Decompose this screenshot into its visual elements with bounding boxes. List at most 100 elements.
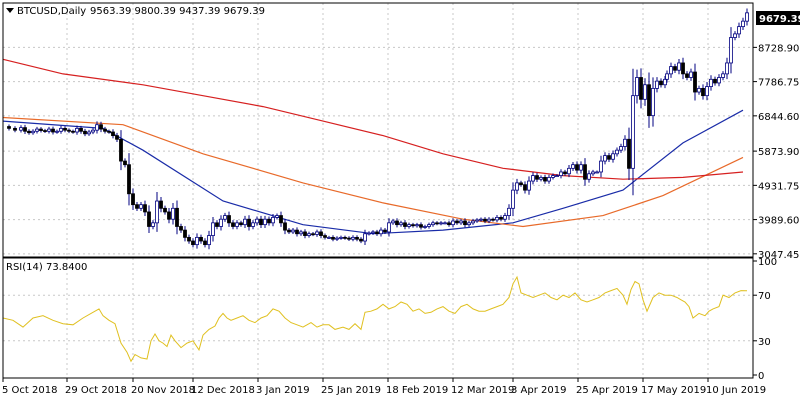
candle-bear bbox=[43, 130, 47, 132]
candle-bull bbox=[475, 219, 479, 222]
rsi-indicator bbox=[2, 275, 748, 363]
candle-bull bbox=[211, 222, 215, 236]
candle-bear bbox=[701, 87, 705, 97]
time-tick-label: 25 Apr 2019 bbox=[576, 385, 638, 396]
candle-bull bbox=[367, 232, 371, 235]
rsi-tick-label: 0 bbox=[758, 371, 764, 382]
candle-bull bbox=[697, 87, 701, 93]
candle-bull bbox=[351, 236, 355, 240]
candle-bull bbox=[567, 167, 571, 175]
candle-bear bbox=[111, 131, 115, 137]
candle-bull bbox=[19, 127, 23, 131]
candle-bull bbox=[91, 129, 95, 133]
candle-bull bbox=[733, 33, 737, 38]
price-tick-label: 7786.75 bbox=[758, 78, 799, 89]
candle-bull bbox=[631, 95, 635, 169]
candle-bear bbox=[179, 226, 183, 231]
candle-bull bbox=[651, 87, 655, 117]
candle-bull bbox=[387, 222, 391, 233]
candle-bull bbox=[291, 229, 295, 233]
candle-bull bbox=[729, 37, 733, 64]
candle-bear bbox=[359, 238, 363, 242]
candle-bull bbox=[471, 220, 475, 224]
candle-bear bbox=[295, 229, 299, 235]
candle-bear bbox=[107, 130, 111, 133]
candle-bull bbox=[223, 215, 227, 220]
candle-bull bbox=[443, 222, 447, 225]
rsi-tick-label: 70 bbox=[758, 291, 771, 302]
candle-bear bbox=[215, 222, 219, 227]
candle-bear bbox=[7, 126, 11, 129]
candle-bull bbox=[717, 77, 721, 84]
candle-bull bbox=[555, 175, 559, 178]
candle-bear bbox=[175, 207, 179, 227]
candle-bull bbox=[339, 236, 343, 239]
candle-bull bbox=[503, 215, 507, 220]
candle-bull bbox=[299, 231, 303, 235]
candle-bull bbox=[741, 20, 745, 28]
candle-bull bbox=[603, 155, 607, 162]
candle-bear bbox=[647, 84, 651, 117]
candle-bear bbox=[607, 155, 611, 160]
candle-bear bbox=[159, 200, 163, 209]
candle-bull bbox=[75, 127, 79, 133]
time-tick-label: 3 Jan 2019 bbox=[256, 385, 310, 396]
candle-bear bbox=[71, 130, 75, 133]
candle-bear bbox=[83, 130, 87, 135]
candle-bull bbox=[721, 73, 725, 78]
candle-bear bbox=[435, 222, 439, 225]
candle-bear bbox=[693, 71, 697, 93]
candle-bear bbox=[681, 62, 685, 75]
candle-bull bbox=[571, 164, 575, 169]
candle-bull bbox=[619, 146, 623, 151]
candle-bull bbox=[737, 26, 741, 35]
candle-bull bbox=[689, 71, 693, 78]
candle-bull bbox=[623, 138, 627, 147]
candle-bear bbox=[115, 135, 119, 140]
time-tick-label: 18 Feb 2019 bbox=[386, 385, 448, 396]
candle-bull bbox=[31, 130, 35, 134]
time-tick-label: 12 Mar 2019 bbox=[451, 385, 514, 396]
time-tick-label: 12 Dec 2018 bbox=[191, 385, 255, 396]
ma-slow-line bbox=[2, 58, 744, 180]
candle-bear bbox=[163, 207, 167, 213]
candle-bear bbox=[319, 231, 323, 236]
candle-bull bbox=[235, 222, 239, 227]
candle-bull bbox=[415, 224, 419, 227]
grid bbox=[2, 3, 753, 378]
candle-bull bbox=[391, 220, 395, 224]
candle-bull bbox=[243, 218, 247, 226]
candle-bear bbox=[395, 220, 399, 226]
candle-bull bbox=[219, 218, 223, 227]
candle-bull bbox=[515, 182, 519, 191]
candle-bull bbox=[487, 218, 491, 222]
candle-bull bbox=[459, 220, 463, 224]
candle-bear bbox=[519, 182, 523, 186]
ohlc-values: 9563.39 9800.39 9437.39 9679.39 bbox=[90, 6, 265, 17]
candle-bull bbox=[327, 236, 331, 239]
candle-bear bbox=[131, 193, 135, 206]
candle-bear bbox=[127, 164, 131, 195]
candle-bear bbox=[523, 184, 527, 191]
candle-bear bbox=[79, 127, 83, 132]
candle-bull bbox=[531, 175, 535, 182]
candle-bull bbox=[371, 231, 375, 234]
candle-bear bbox=[147, 211, 151, 227]
candle-bull bbox=[407, 224, 411, 227]
candle-bear bbox=[231, 222, 235, 227]
candle-bear bbox=[659, 80, 663, 86]
candle-bear bbox=[63, 127, 67, 131]
candle-bull bbox=[595, 171, 599, 174]
candle-bull bbox=[615, 149, 619, 155]
time-tick-label: 25 Jan 2019 bbox=[321, 385, 381, 396]
candle-bull bbox=[151, 222, 155, 227]
price-tick-label: 3047.45 bbox=[758, 250, 799, 261]
rsi-panel-frame bbox=[2, 257, 754, 379]
candle-bull bbox=[587, 173, 591, 180]
time-tick-label: 20 Nov 2018 bbox=[131, 385, 195, 396]
candle-bear bbox=[119, 138, 123, 162]
candle-bull bbox=[579, 164, 583, 171]
candle-bear bbox=[447, 222, 451, 226]
candle-bear bbox=[23, 127, 27, 132]
